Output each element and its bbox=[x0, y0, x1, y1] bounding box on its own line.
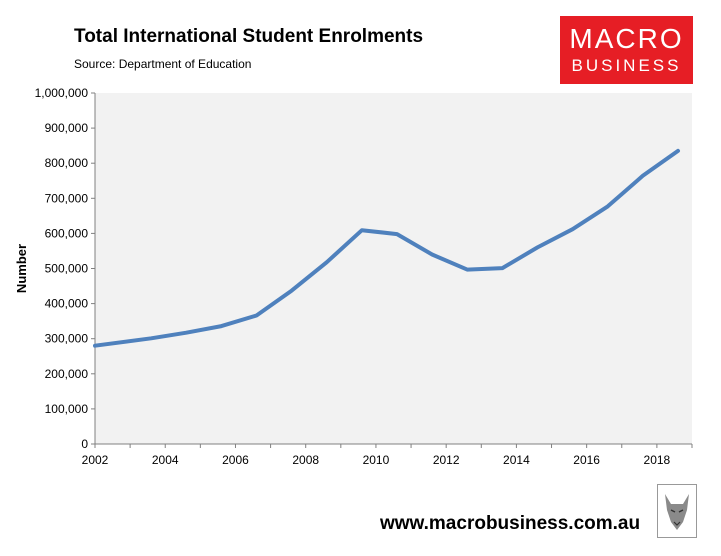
x-tick-label: 2008 bbox=[292, 453, 319, 467]
y-tick-label: 900,000 bbox=[45, 121, 89, 135]
x-tick-label: 2004 bbox=[152, 453, 179, 467]
y-tick-label: 300,000 bbox=[45, 332, 89, 346]
x-tick-label: 2018 bbox=[644, 453, 671, 467]
series-line bbox=[93, 148, 680, 348]
x-tick-label: 2006 bbox=[222, 453, 249, 467]
x-tick-label: 2002 bbox=[82, 453, 109, 467]
y-tick-label: 0 bbox=[81, 437, 88, 451]
y-axis-label: Number bbox=[14, 244, 29, 293]
y-tick-label: 200,000 bbox=[45, 367, 89, 381]
x-axis-ticks: 2002 2004 2006 2008 2010 2012 2014 2016 2018 bbox=[82, 444, 693, 467]
x-tick-label: 2014 bbox=[503, 453, 530, 467]
y-tick-label: 500,000 bbox=[45, 262, 89, 276]
y-axis-ticks: 0 100,000 200,000 300,000 400,000 500,000 600,… bbox=[35, 86, 95, 451]
x-tick-label: 2016 bbox=[573, 453, 600, 467]
y-tick-label: 600,000 bbox=[45, 226, 89, 240]
wolf-logo-icon bbox=[657, 484, 697, 538]
logo-line-2: BUSINESS bbox=[571, 56, 682, 75]
chart-title: Total International Student Enrolments bbox=[74, 26, 424, 47]
chart-subtitle: Source: Department of Education bbox=[74, 57, 252, 71]
y-tick-label: 100,000 bbox=[45, 402, 89, 416]
y-tick-label: 800,000 bbox=[45, 156, 89, 170]
x-tick-label: 2010 bbox=[363, 453, 390, 467]
y-tick-label: 700,000 bbox=[45, 191, 89, 205]
y-tick-label: 400,000 bbox=[45, 297, 89, 311]
y-tick-label: 1,000,000 bbox=[35, 86, 89, 100]
x-tick-label: 2012 bbox=[433, 453, 460, 467]
logo-line-1: MACRO bbox=[569, 23, 684, 54]
plot-area bbox=[95, 93, 692, 444]
macrobusiness-logo: MACRO BUSINESS bbox=[560, 16, 693, 84]
footer-url: www.macrobusiness.com.au bbox=[380, 513, 641, 534]
